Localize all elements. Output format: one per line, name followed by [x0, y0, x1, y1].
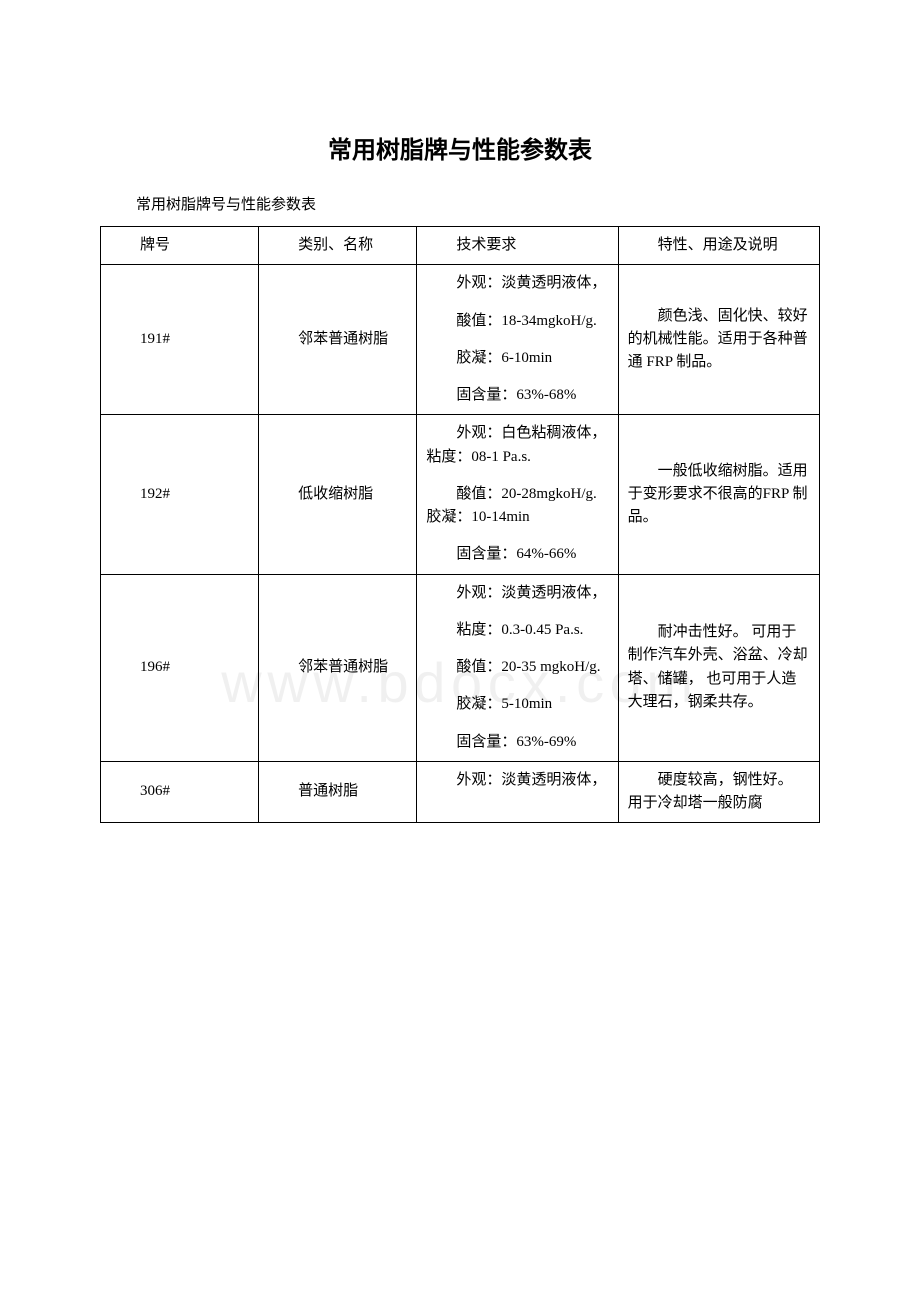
cell-tech: 外观：白色粘稠液体，粘度：08-1 Pa.s. 酸值：20-28mgkoH/g. … — [417, 415, 618, 574]
cell-category: 低收缩树脂 — [259, 415, 417, 574]
tech-paragraph: 胶凝：5-10min — [426, 693, 608, 716]
table-header-row: 牌号 类别、名称 技术要求 特性、用途及说明 — [101, 227, 820, 265]
category-text: 普通树脂 — [260, 774, 415, 809]
header-tech: 技术要求 — [417, 227, 618, 265]
cell-features: 耐冲击性好。 可用于制作汽车外壳、浴盆、冷却塔、储罐， 也可用于人造大理石，钢柔… — [618, 574, 819, 761]
tech-paragraph: 固含量：63%-69% — [426, 731, 608, 754]
features-text: 颜色浅、固化快、较好的机械性能。适用于各种普通 FRP 制品。 — [628, 305, 810, 375]
cell-category: 普通树脂 — [259, 761, 417, 823]
cell-features: 一般低收缩树脂。适用于变形要求不很高的FRP 制品。 — [618, 415, 819, 574]
cell-features: 颜色浅、固化快、较好的机械性能。适用于各种普通 FRP 制品。 — [618, 265, 819, 415]
header-category: 类别、名称 — [259, 227, 417, 265]
cell-category: 邻苯普通树脂 — [259, 574, 417, 761]
model-text: 191# — [102, 322, 257, 357]
category-text: 邻苯普通树脂 — [260, 322, 415, 357]
tech-paragraph: 粘度：0.3-0.45 Pa.s. — [426, 619, 608, 642]
tech-paragraph: 外观：白色粘稠液体，粘度：08-1 Pa.s. — [426, 422, 608, 469]
cell-category: 邻苯普通树脂 — [259, 265, 417, 415]
cell-tech: 外观：淡黄透明液体， 粘度：0.3-0.45 Pa.s. 酸值：20-35 mgko… — [417, 574, 618, 761]
features-text: 硬度较高，钢性好。 用于冷却塔一般防腐 — [628, 769, 810, 816]
header-category-text: 类别、名称 — [260, 228, 415, 263]
cell-model: 192# — [101, 415, 259, 574]
cell-model: 306# — [101, 761, 259, 823]
category-text: 低收缩树脂 — [260, 477, 415, 512]
cell-features: 硬度较高，钢性好。 用于冷却塔一般防腐 — [618, 761, 819, 823]
model-text: 196# — [102, 650, 257, 685]
tech-paragraph: 固含量：64%-66% — [426, 543, 608, 566]
table-row: 196#邻苯普通树脂 外观：淡黄透明液体， 粘度：0.3-0.45 Pa.s. 酸值：… — [101, 574, 820, 761]
header-features-text: 特性、用途及说明 — [620, 228, 818, 263]
features-text: 耐冲击性好。 可用于制作汽车外壳、浴盆、冷却塔、储罐， 也可用于人造大理石，钢柔… — [628, 621, 810, 714]
model-text: 306# — [102, 774, 257, 809]
tech-paragraph: 酸值：18-34mgkoH/g. — [426, 310, 608, 333]
cell-tech: 外观：淡黄透明液体， — [417, 761, 618, 823]
header-features: 特性、用途及说明 — [618, 227, 819, 265]
resin-table: 牌号 类别、名称 技术要求 特性、用途及说明 191#邻苯普通树脂外观：淡黄透明… — [100, 226, 820, 823]
header-model: 牌号 — [101, 227, 259, 265]
tech-paragraph: 外观：淡黄透明液体， — [426, 582, 608, 605]
table-body: 191#邻苯普通树脂外观：淡黄透明液体，酸值：18-34mgkoH/g.胶凝：6… — [101, 265, 820, 823]
page-subtitle: 常用树脂牌号与性能参数表 — [136, 193, 820, 214]
cell-tech: 外观：淡黄透明液体， 酸值：18-34mgkoH/g. 胶凝：6-10min 固含量：… — [417, 265, 618, 415]
cell-model: 191# — [101, 265, 259, 415]
category-text: 邻苯普通树脂 — [260, 650, 415, 685]
tech-paragraph: 酸值：20-28mgkoH/g. 胶凝：10-14min — [426, 483, 608, 530]
cell-model: 196# — [101, 574, 259, 761]
tech-paragraph: 外观：淡黄透明液体， — [426, 769, 608, 792]
table-row: 192#低收缩树脂外观：白色粘稠液体，粘度：08-1 Pa.s. 酸值：20-28… — [101, 415, 820, 574]
tech-paragraph: 胶凝：6-10min — [426, 347, 608, 370]
tech-paragraph: 酸值：20-35 mgkoH/g. — [426, 656, 608, 679]
table-row: 191#邻苯普通树脂 外观：淡黄透明液体， 酸值：18-34mgkoH/g. 胶凝：6… — [101, 265, 820, 415]
table-row: 306#普通树脂外观：淡黄透明液体， 硬度较高，钢性好。 用于冷却塔一般防腐 — [101, 761, 820, 823]
page-title: 常用树脂牌与性能参数表 — [100, 130, 820, 165]
tech-paragraph: 固含量：63%-68% — [426, 384, 608, 407]
features-text: 一般低收缩树脂。适用于变形要求不很高的FRP 制品。 — [628, 460, 810, 530]
header-model-text: 牌号 — [102, 228, 257, 263]
tech-paragraph: 外观：淡黄透明液体， — [426, 272, 608, 295]
model-text: 192# — [102, 477, 257, 512]
header-tech-text: 技术要求 — [418, 228, 616, 263]
